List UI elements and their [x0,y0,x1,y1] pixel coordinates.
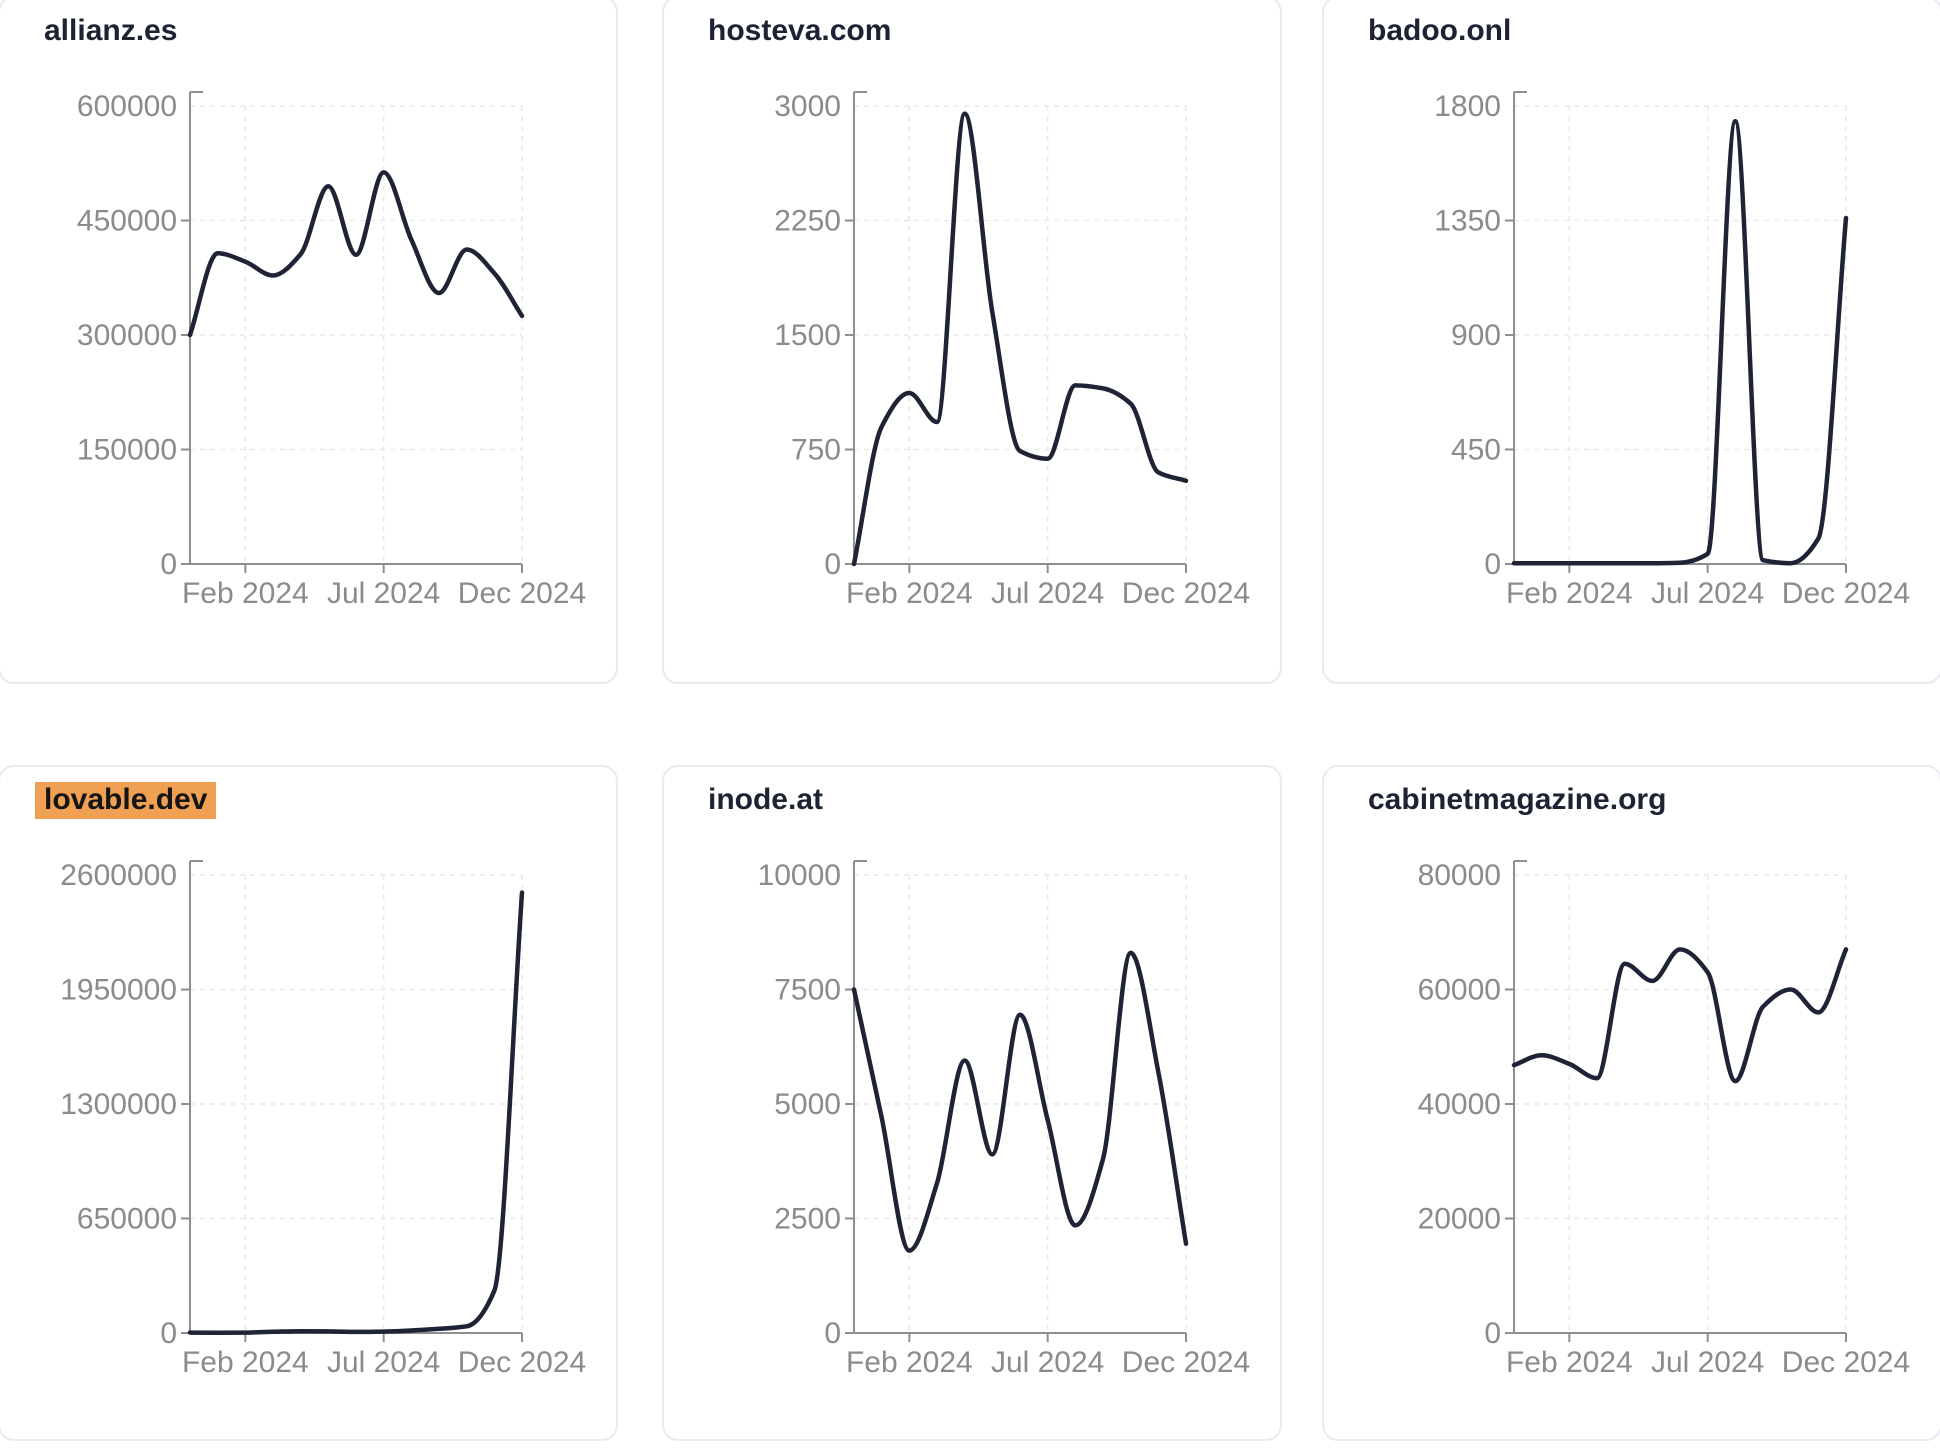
x-tick-label: Dec 2024 [1122,1346,1250,1379]
chart-card-badoo: badoo.onl 0 450 900 1350 1800 Feb 2024 Jul 202… [1322,0,1940,684]
y-tick-label: 650000 [77,1203,177,1236]
x-tick-label: Jul 2024 [327,1346,440,1379]
y-tick-label: 600000 [77,90,177,123]
y-tick-label: 450000 [77,205,177,238]
domain-title: inode.at [708,783,824,816]
y-tick-label: 5000 [774,1088,841,1121]
y-tick-label: 7500 [774,974,841,1007]
y-tick-label: 0 [1484,548,1501,581]
y-tick-label: 1350 [1434,205,1501,238]
y-tick-label: 0 [824,1317,841,1350]
x-tick-label: Dec 2024 [1782,577,1910,610]
y-tick-label: 2600000 [60,859,177,892]
y-tick-label: 3000 [774,90,841,123]
y-tick-label: 750 [791,434,841,467]
y-tick-label: 0 [160,1317,177,1350]
chart-card-lovable: lovable.dev 0 650000 1300000 1950000 2600000… [0,765,618,1441]
x-tick-label: Feb 2024 [1506,1346,1633,1379]
x-tick-label: Jul 2024 [1651,1346,1764,1379]
y-tick-label: 2500 [774,1203,841,1236]
domain-title: allianz.es [44,14,178,47]
y-tick-label: 0 [160,548,177,581]
y-tick-label: 300000 [77,319,177,352]
x-tick-label: Feb 2024 [846,1346,973,1379]
traffic-line-chart: 0 2500 5000 7500 10000 Feb 2024 Jul 2024 Dec 20… [758,859,1251,1379]
traffic-line [187,170,525,338]
traffic-line-chart: 0 750 1500 2250 3000 Feb 2024 Jul 2024 Dec 2024 [774,90,1250,610]
x-tick-label: Feb 2024 [846,577,973,610]
y-tick-label: 1800 [1434,90,1501,123]
traffic-line [851,950,1189,1253]
traffic-line [1511,947,1849,1084]
domain-title: cabinetmagazine.org [1368,783,1667,816]
domain-title: badoo.onl [1368,14,1512,47]
y-tick-label: 80000 [1418,859,1501,892]
y-tick-label: 20000 [1418,1203,1501,1236]
traffic-line-chart: 0 650000 1300000 1950000 2600000 Feb 2024 Jul … [60,859,586,1379]
traffic-line-chart: 0 20000 40000 60000 80000 Feb 2024 Jul 2024 Dec… [1418,859,1911,1379]
x-tick-label: Dec 2024 [1782,1346,1910,1379]
x-tick-label: Jul 2024 [1651,577,1764,610]
y-tick-label: 1950000 [60,974,177,1007]
y-tick-label: 0 [1484,1317,1501,1350]
x-tick-label: Jul 2024 [327,577,440,610]
x-tick-label: Dec 2024 [1122,577,1250,610]
y-tick-label: 2250 [774,205,841,238]
y-tick-label: 450 [1451,434,1501,467]
x-tick-label: Jul 2024 [991,577,1104,610]
y-tick-label: 1500 [774,319,841,352]
y-tick-label: 10000 [758,859,841,892]
traffic-line [1511,119,1849,566]
x-tick-label: Dec 2024 [458,577,586,610]
y-tick-label: 150000 [77,434,177,467]
chart-card-allianz: allianz.es 0 150000 300000 450000 600000 Feb … [0,0,618,684]
traffic-line-chart: 0 450 900 1350 1800 Feb 2024 Jul 2024 Dec 2024 [1434,90,1910,610]
traffic-line [187,890,525,1335]
y-tick-label: 900 [1451,319,1501,352]
domain-title: hosteva.com [708,14,892,47]
chart-card-hosteva: hosteva.com 0 750 1500 2250 3000 Feb 2024 Jul … [662,0,1282,684]
y-tick-label: 40000 [1418,1088,1501,1121]
x-tick-label: Jul 2024 [991,1346,1104,1379]
x-tick-label: Feb 2024 [182,577,309,610]
x-tick-label: Feb 2024 [182,1346,309,1379]
domain-title-highlighted: lovable.dev [35,782,217,819]
chart-card-inode: inode.at 0 2500 5000 7500 10000 Feb 2024 Jul 2… [662,765,1282,1441]
y-tick-label: 60000 [1418,974,1501,1007]
chart-card-cabinetmagazine: cabinetmagazine.org 0 20000 40000 60000 8000… [1322,765,1940,1441]
x-tick-label: Dec 2024 [458,1346,586,1379]
traffic-line [851,111,1189,567]
x-tick-label: Feb 2024 [1506,577,1633,610]
y-tick-label: 0 [824,548,841,581]
y-tick-label: 1300000 [60,1088,177,1121]
traffic-line-chart: 0 150000 300000 450000 600000 Feb 2024 Jul 202… [77,90,586,610]
